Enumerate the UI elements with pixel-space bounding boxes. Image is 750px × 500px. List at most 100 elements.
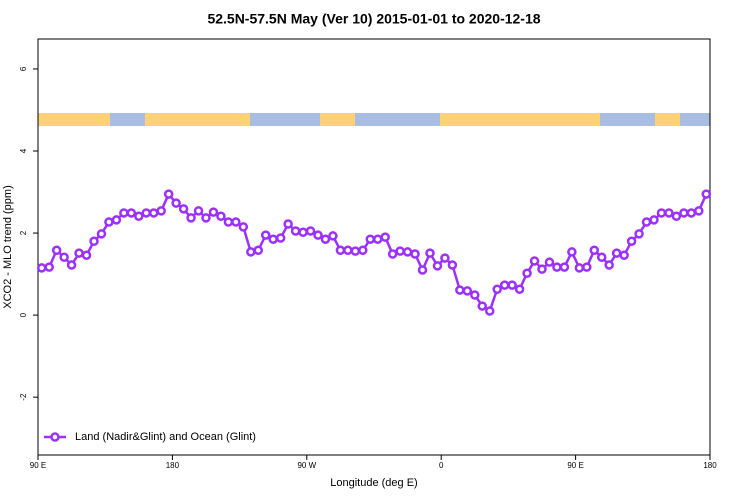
- point: [679, 208, 689, 218]
- point: [589, 245, 600, 256]
- point: [470, 290, 480, 300]
- point: [552, 262, 562, 272]
- point: [126, 208, 137, 218]
- y-tick-label: 4: [19, 148, 28, 153]
- point: [686, 208, 697, 218]
- x-tick-label: 90 E: [30, 461, 46, 470]
- point: [529, 256, 540, 266]
- land-ocean-strip: [38, 113, 710, 126]
- point: [611, 248, 622, 258]
- point: [89, 236, 99, 247]
- point: [671, 211, 682, 221]
- point: [59, 252, 69, 263]
- point: [410, 249, 420, 259]
- point: [268, 234, 278, 244]
- point: [499, 280, 510, 290]
- point: [81, 250, 92, 260]
- y-axis-label: XCO2 - MLO trend (ppm): [2, 185, 14, 308]
- point: [462, 286, 473, 296]
- point: [275, 233, 286, 243]
- point: [447, 260, 458, 270]
- x-tick-label: 90 W: [297, 461, 316, 470]
- point: [664, 208, 674, 218]
- point: [328, 231, 338, 241]
- point: [193, 206, 204, 216]
- point: [111, 215, 122, 225]
- point: [432, 261, 443, 271]
- point: [634, 229, 644, 239]
- x-tick-label: 180: [703, 461, 717, 470]
- point: [134, 211, 144, 221]
- y-tick-label: 6: [19, 66, 28, 71]
- point: [567, 247, 577, 257]
- point: [163, 189, 174, 199]
- point: [260, 230, 271, 240]
- x-axis-label: Longitude (deg E): [330, 477, 417, 489]
- point: [701, 189, 712, 199]
- point: [380, 232, 390, 242]
- point: [313, 230, 323, 240]
- point: [559, 262, 570, 272]
- point: [619, 250, 629, 260]
- point: [358, 245, 368, 256]
- point: [656, 208, 667, 218]
- point: [156, 206, 166, 216]
- point: [537, 264, 547, 274]
- point: [477, 301, 488, 311]
- point: [343, 245, 353, 256]
- point: [253, 245, 264, 256]
- point: [148, 208, 159, 218]
- point: [44, 262, 54, 272]
- chart-title: 52.5N-57.5N May (Ver 10) 2015-01-01 to 2…: [207, 11, 540, 27]
- point: [186, 213, 196, 223]
- point: [596, 252, 607, 263]
- point: [522, 268, 532, 279]
- point: [208, 207, 219, 217]
- point: [51, 245, 62, 256]
- point: [36, 263, 47, 273]
- point: [201, 213, 211, 223]
- point: [231, 217, 241, 227]
- point: [320, 234, 331, 244]
- point: [66, 260, 77, 270]
- y-tick-label: 2: [19, 230, 28, 235]
- point: [305, 226, 316, 236]
- x-tick-label: 90 E: [567, 461, 583, 470]
- point: [365, 234, 376, 244]
- legend-marker: [50, 432, 60, 442]
- point: [544, 257, 555, 267]
- point: [395, 246, 405, 256]
- point: [582, 262, 592, 272]
- point: [649, 215, 659, 225]
- point: [455, 285, 465, 295]
- point: [641, 217, 652, 227]
- point: [372, 234, 383, 244]
- point: [298, 227, 308, 237]
- series-line: [41, 191, 708, 313]
- point: [223, 217, 234, 227]
- point: [96, 229, 107, 239]
- point: [514, 284, 525, 295]
- point: [604, 260, 614, 270]
- point: [283, 219, 293, 229]
- point: [246, 247, 256, 257]
- point: [574, 263, 585, 273]
- point: [694, 206, 704, 216]
- point: [507, 280, 517, 290]
- point: [171, 198, 181, 208]
- point: [387, 249, 398, 259]
- x-tick-label: 180: [166, 461, 180, 470]
- point: [290, 226, 301, 236]
- point: [484, 306, 495, 316]
- point: [238, 222, 249, 232]
- point: [402, 247, 413, 257]
- y-tick-label: 0: [19, 312, 28, 317]
- plot-frame: [37, 38, 711, 456]
- point: [440, 253, 450, 263]
- point: [178, 204, 189, 214]
- point: [74, 248, 84, 258]
- point: [492, 284, 502, 295]
- point: [350, 246, 361, 256]
- point: [216, 211, 226, 221]
